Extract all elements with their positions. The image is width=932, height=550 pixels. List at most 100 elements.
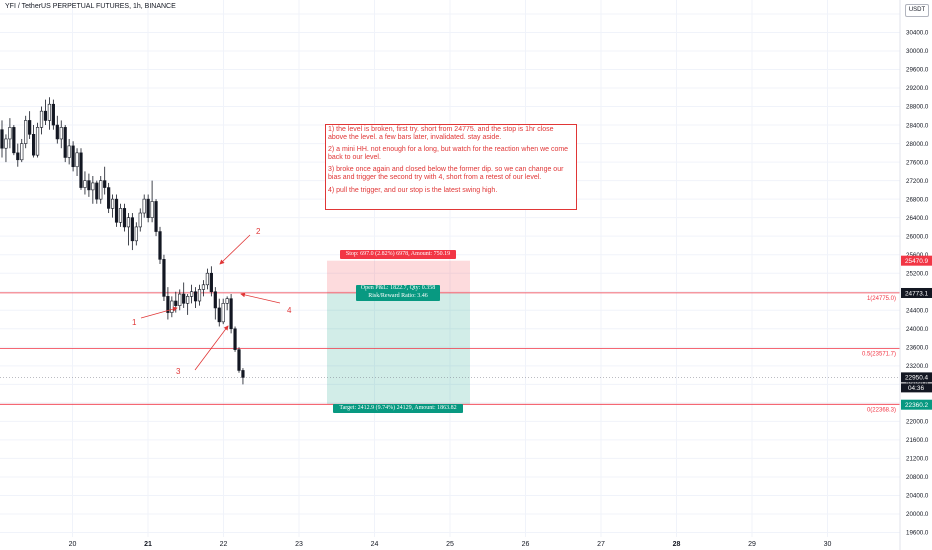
candle (83, 171, 87, 195)
stop-price-tag-text: 25470.9 (905, 258, 929, 265)
y-tick-label: 20400.0 (906, 493, 929, 500)
y-tick-label: 28400.0 (906, 122, 929, 129)
y-tick-label: 29600.0 (906, 67, 929, 74)
y-tick-label: 28000.0 (906, 141, 929, 148)
candle-body (134, 226, 138, 242)
candle (241, 368, 245, 385)
candle (47, 97, 51, 130)
candle (158, 226, 162, 264)
candle (35, 122, 40, 158)
time-axis[interactable]: 20 21 22 23 24 25 26 27 28 29 30 (69, 541, 832, 548)
x-tick-label: 28 (673, 541, 681, 548)
candle-body (0, 129, 4, 149)
y-tick-label: 27200.0 (906, 178, 929, 185)
candle-body (209, 272, 213, 293)
candle-body (31, 134, 36, 156)
candle (51, 99, 55, 130)
x-tick-label: 20 (69, 541, 77, 548)
last-price-tag-text: 22950.4 (905, 375, 929, 382)
candle-body (130, 217, 134, 242)
candle-body (95, 182, 99, 200)
candle-body (174, 300, 178, 306)
candle-body (178, 293, 182, 306)
target-label[interactable]: Target: 2412.9 (9.74%) 24129, Amount: 18… (333, 404, 463, 413)
candle (20, 138, 24, 163)
candle (4, 134, 8, 163)
candle-body (225, 298, 229, 304)
candle-body (20, 143, 24, 161)
marker-3: 3 (176, 367, 181, 376)
candle-body (170, 300, 174, 313)
open-pnl-label[interactable]: Open P&L: 1822.7, Qty: 0.358 Risk/Reward… (356, 285, 440, 301)
candle-body (213, 291, 217, 309)
candle (107, 182, 111, 214)
candle-body (43, 110, 48, 121)
y-tick-label: 30000.0 (906, 48, 929, 55)
candle (197, 284, 202, 306)
candle-body (55, 124, 59, 140)
candle (178, 289, 182, 311)
candle-body (166, 296, 170, 313)
candle-body (237, 349, 241, 371)
y-tick-label: 25600.0 (906, 252, 929, 259)
candle-body (16, 152, 20, 161)
candle (59, 120, 63, 149)
marker-4: 4 (287, 306, 292, 315)
candle-body (87, 180, 91, 191)
y-tick-label: 24000.0 (906, 326, 929, 333)
countdown-tag-text: 04:36 (908, 385, 924, 392)
y-tick-label: 26000.0 (906, 233, 929, 240)
candle (150, 180, 154, 223)
arrow-3 (194, 325, 229, 371)
x-tick-label: 30 (824, 541, 832, 548)
note-line-2: 2) a mini HH. not enough for a long, but… (328, 146, 569, 161)
note-line-4: 4) pull the trigger, and our stop is the… (328, 186, 498, 194)
candle (142, 194, 146, 218)
candle (16, 143, 20, 167)
analysis-note[interactable]: 1) the level is broken, first try. short… (325, 124, 577, 210)
fib-level-label: 0.5(23571.7) (862, 352, 896, 358)
candle (114, 194, 119, 227)
candle (111, 194, 115, 218)
candle-body (217, 307, 221, 323)
y-tick-label: 20000.0 (906, 511, 929, 518)
candle (154, 199, 158, 237)
arrow-4 (240, 292, 281, 304)
candle-body (229, 298, 233, 330)
candle (201, 280, 206, 297)
candle (63, 125, 67, 163)
candle (229, 294, 233, 334)
candle-body (59, 127, 63, 140)
annotation-arrows (140, 234, 281, 371)
stop-price-tag-bg (901, 255, 932, 266)
currency-button[interactable]: USDT (905, 4, 929, 17)
candle (99, 175, 103, 204)
candle (213, 287, 217, 320)
candle-body (190, 291, 194, 297)
candle-body (67, 145, 71, 158)
candle (71, 141, 75, 172)
symbol-title[interactable]: YFI / TetherUS PERPETUAL FUTURES, 1h, BI… (5, 3, 176, 10)
candle-body (150, 201, 154, 218)
arrow-1 (140, 306, 178, 319)
y-tick-label: 22000.0 (906, 419, 929, 426)
candle (8, 118, 12, 149)
candle (225, 296, 229, 311)
candle (221, 298, 225, 325)
stop-label[interactable]: Stop: 697.0 (2.82%) 6978, Amount: 750.19 (340, 250, 456, 259)
x-tick-label: 25 (446, 541, 454, 548)
candle (182, 282, 186, 308)
candle-body (201, 284, 206, 290)
target-price-tag-bg (901, 399, 932, 410)
countdown-tag-bg (901, 383, 932, 393)
candle (237, 347, 241, 373)
price-axis[interactable]: 19600.0 20000.0 20400.0 20800.0 21200.0 21600… (906, 11, 929, 537)
y-tick-label: 20800.0 (906, 474, 929, 481)
candle (31, 125, 36, 158)
candle (146, 194, 150, 223)
candle (79, 148, 83, 190)
y-tick-label: 30400.0 (906, 30, 929, 37)
candle-body (107, 187, 111, 209)
risk-reward-text: Risk/Reward Ratio: 3.46 (368, 292, 428, 299)
